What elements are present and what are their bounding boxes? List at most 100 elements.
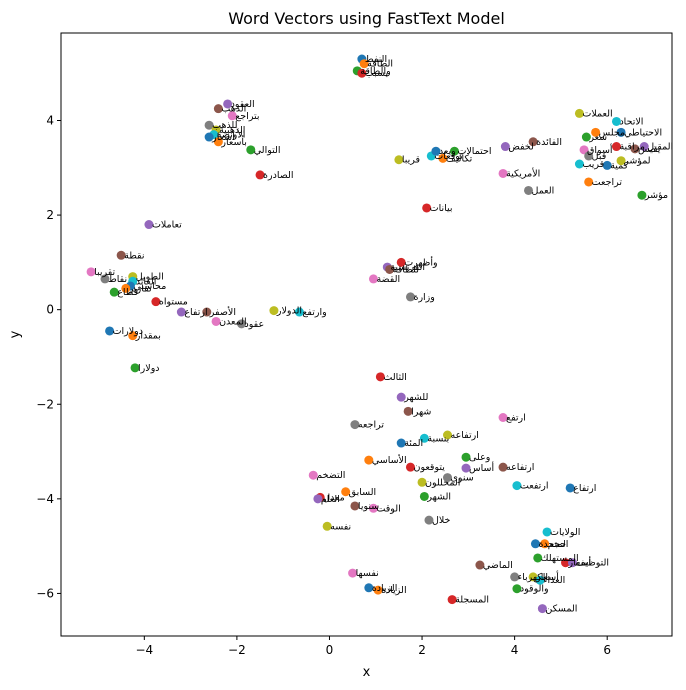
data-point [350,420,360,430]
point-label: الطويل [136,272,164,283]
plot-frame [60,32,673,637]
point-label: الثالث [383,372,407,383]
point-label: المحللون [425,477,460,488]
point-label: العام [321,494,340,505]
point-label: احتمالات [457,146,491,157]
data-point [419,491,429,501]
data-point [116,250,126,260]
point-label: للذهب [212,120,237,131]
point-label: الطاقة [367,59,393,70]
data-point [561,558,571,568]
data-point [611,116,621,126]
x-tick-label: −2 [228,643,246,657]
point-label: توقعات [434,151,463,162]
data-point [348,568,358,578]
point-label: المتحدة [538,539,568,550]
data-point [255,170,265,180]
data-point [396,257,406,267]
data-point [269,306,279,316]
point-label: للطاقة [393,264,419,275]
point-label: أسعار [568,556,592,569]
point-label: الأصفر [209,306,236,318]
point-label: دولارا [138,363,159,374]
point-label: التوالي [254,145,281,156]
point-label: ارتفاع [573,483,596,494]
data-point [567,558,577,568]
point-label: خلال [432,515,451,526]
data-point [574,108,584,118]
point-label: تكاليف [446,153,473,164]
point-label: وعلى [469,452,490,463]
data-point [294,307,304,317]
point-label: نفسه [330,521,351,532]
point-label: الذهبية [219,125,245,136]
point-label: وزارة [413,292,434,303]
data-point [475,560,485,570]
data-point [443,473,453,483]
y-tick-label: −6 [36,586,54,600]
x-tick-label: 6 [603,643,611,657]
point-label: قبل [592,151,607,162]
point-label: العائد [136,276,157,287]
point-label: تعاملات [152,220,182,231]
data-point [396,392,406,402]
point-label: الولايات [550,527,580,538]
data-point [574,159,584,169]
point-label: كمية [610,160,628,171]
point-label: الماضي [483,560,513,571]
data-point [176,307,186,317]
point-label: الصادرة [263,170,293,181]
data-point [443,430,453,440]
data-point [405,462,415,472]
data-point [227,111,237,121]
point-label: معدل [323,492,345,503]
point-label: التضخم [316,470,345,481]
point-label: والوقود [520,584,549,595]
x-tick-label: 2 [418,643,426,657]
point-label: الاحتياطي [624,127,662,138]
point-label: تقريبا [94,267,115,278]
data-point [204,132,214,142]
data-point [431,146,441,156]
data-point [498,413,508,423]
point-label: محاسبي [133,281,166,292]
point-label: تراجعت [592,177,623,188]
data-point [512,584,522,594]
data-points [86,54,649,614]
point-label: القضة [376,274,400,285]
data-point [246,145,256,155]
point-label: مراقبة [619,142,644,153]
data-point [237,319,247,329]
data-point [322,521,332,531]
point-label: نفسها [356,568,379,579]
point-label: ويعد [439,146,456,157]
data-point [524,185,534,195]
point-label: سعر [588,132,607,143]
data-point [579,145,589,155]
point-label: التوظيف [575,558,609,569]
data-point [637,190,647,200]
point-label: والطاقة [360,66,390,77]
data-point [223,99,233,109]
point-label: الأونصة [217,129,246,141]
point-label: أسعار [211,130,235,143]
point-label: قريب [582,159,604,170]
data-point [373,585,383,595]
data-point [128,331,138,341]
point-label: بيانات [430,203,453,214]
data-point [540,539,550,549]
point-label: المسكن [545,604,577,615]
point-label: الأمريكية [506,167,540,179]
data-point [213,137,223,147]
data-point [616,127,626,137]
y-tick-label: 2 [46,208,54,222]
data-point [542,527,552,537]
point-label: مجلس [599,127,625,138]
data-point [584,151,594,161]
point-label: للشهر [403,392,428,403]
point-label: العملات [582,108,612,119]
point-label: المئة [404,438,423,449]
point-label: يقيس [638,144,661,155]
point-label: المقبل [647,142,673,153]
data-point [498,462,508,472]
